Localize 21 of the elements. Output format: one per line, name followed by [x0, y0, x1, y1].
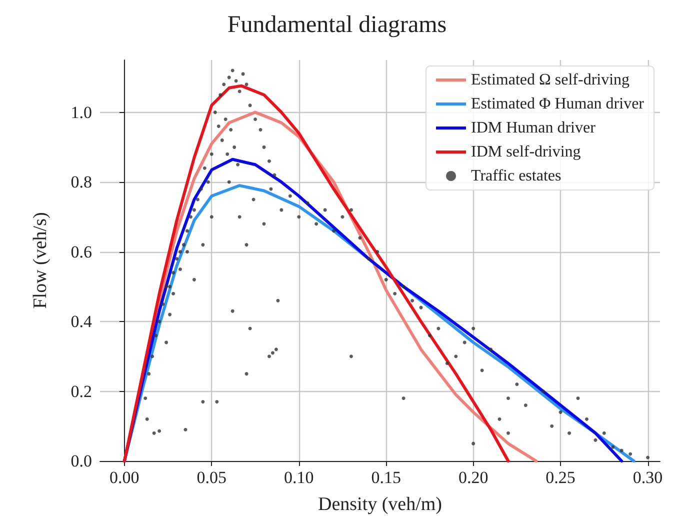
x-tick-label: 0.00: [110, 468, 140, 487]
y-tick-label: 1.0: [70, 102, 92, 122]
legend-label: Estimated Ω self-driving: [471, 72, 630, 88]
y-tick-label: 0.8: [70, 172, 92, 192]
legend-label: IDM self-driving: [471, 144, 581, 160]
x-tick-label: 0.20: [458, 468, 488, 487]
chart-title: Fundamental diagrams: [227, 12, 447, 38]
x-tick-label: 0.15: [371, 468, 401, 487]
x-tick-label: 0.25: [546, 468, 576, 487]
x-tick-label: 0.30: [632, 468, 663, 487]
x-tick-label: 0.10: [284, 468, 314, 487]
y-tick-label: 0.2: [70, 382, 92, 401]
x-tick-label: 0.05: [196, 468, 227, 487]
y-tick-label: 0.4: [70, 312, 92, 332]
y-tick-label: 0.6: [70, 242, 92, 262]
x-axis-title: Density (veh/m): [318, 494, 442, 515]
y-tick-label: 0.0: [70, 452, 92, 470]
legend-label: Estimated Φ Human driver: [471, 96, 645, 112]
legend-label: IDM Human driver: [471, 120, 596, 136]
legend-label: Traffic estates: [471, 168, 562, 184]
y-axis-title: Flow (veh/s): [30, 212, 51, 309]
